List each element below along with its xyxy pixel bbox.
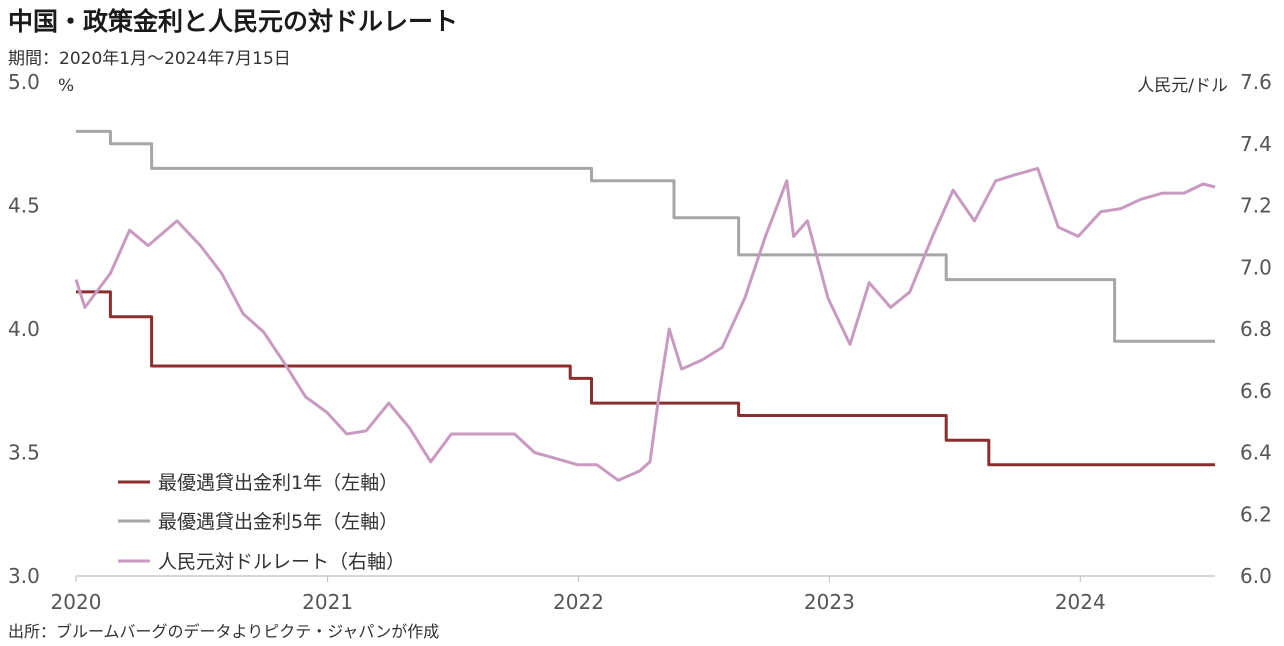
x-axis-tick-label: 2021: [302, 590, 353, 614]
right-axis-tick-label: 6.2: [1240, 502, 1272, 526]
left-axis-tick-label: 3.0: [8, 564, 40, 588]
x-axis-tick-label: 2023: [804, 590, 855, 614]
left-axis-unit: %: [58, 76, 74, 96]
right-axis-tick-label: 6.8: [1240, 317, 1272, 341]
chart-title: 中国・政策金利と人民元の対ドルレート: [8, 7, 459, 36]
right-axis-tick-label: 7.2: [1240, 194, 1272, 218]
right-axis-tick-label: 7.6: [1240, 70, 1272, 94]
left-axis-tick-label: 4.0: [8, 317, 40, 341]
right-axis-tick-label: 7.4: [1240, 132, 1272, 156]
x-axis-tick-label: 2024: [1055, 590, 1106, 614]
x-axis-tick-label: 2022: [553, 590, 604, 614]
legend-label: 最優遇貸出金利1年（左軸）: [158, 472, 398, 494]
cny-usd-line: [74, 166, 1216, 482]
left-axis-tick-label: 3.5: [8, 441, 40, 465]
right-axis-tick-label: 6.4: [1240, 441, 1272, 465]
chart-period: 期間：2020年1月～2024年7月15日: [8, 49, 291, 69]
right-axis-tick-label: 6.6: [1240, 379, 1272, 403]
left-axis-tick-label: 5.0: [8, 70, 40, 94]
right-axis-tick-label: 6.0: [1240, 564, 1272, 588]
right-axis-unit: 人民元/ドル: [1137, 76, 1228, 96]
lpr-5y-line: [76, 129, 1215, 343]
legend-label: 人民元対ドルレート（右軸）: [158, 551, 405, 573]
right-axis-tick-label: 7.0: [1240, 255, 1272, 279]
legend-label: 最優遇貸出金利5年（左軸）: [158, 511, 398, 533]
lpr-1y-line: [76, 290, 1215, 467]
chart-source: 出所：ブルームバーグのデータよりピクテ・ジャパンが作成: [8, 622, 440, 641]
left-axis-tick-label: 4.5: [8, 194, 40, 218]
x-axis-tick-label: 2020: [51, 590, 102, 614]
